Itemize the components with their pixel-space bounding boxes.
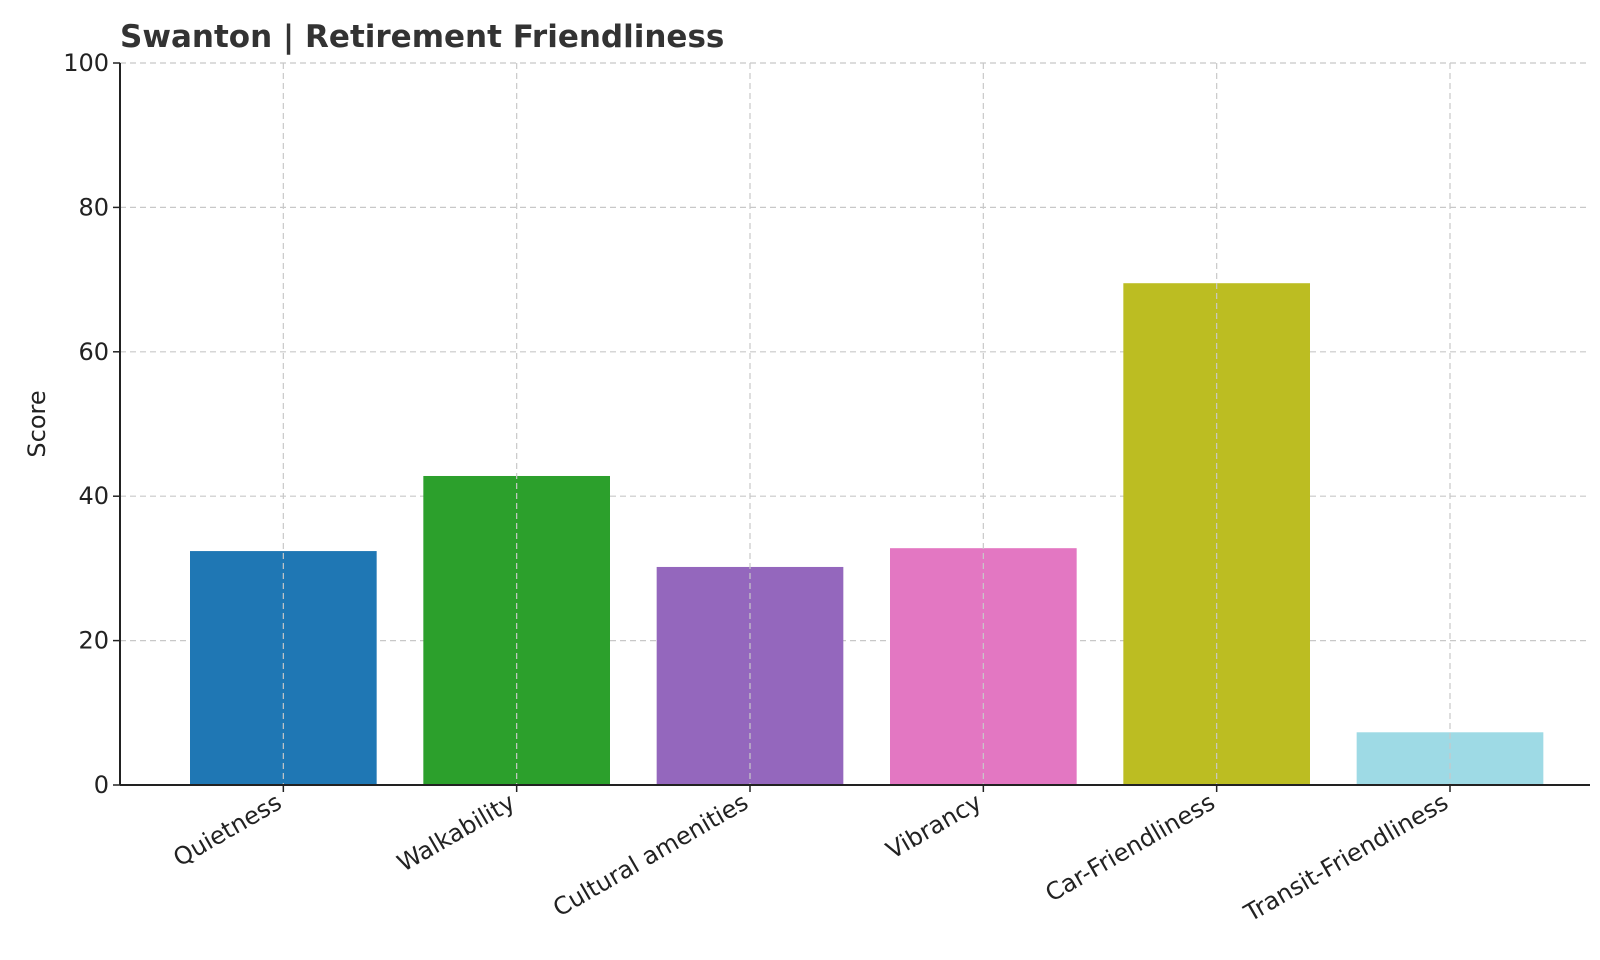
x-tick-label: Vibrancy xyxy=(881,788,986,865)
x-tick-label: Cultural amenities xyxy=(548,788,753,922)
y-tick-label: 20 xyxy=(78,627,109,655)
x-tick-label: Quietness xyxy=(168,788,286,872)
y-tick-label: 0 xyxy=(94,771,109,799)
x-tick-label: Walkability xyxy=(393,788,520,878)
x-tick-label: Transit-Friendliness xyxy=(1239,788,1453,928)
axes-layer xyxy=(119,63,1590,786)
y-axis-label: Score xyxy=(23,390,51,457)
chart-title: Swanton | Retirement Friendliness xyxy=(120,19,724,55)
grid-layer xyxy=(120,62,1590,642)
y-tick-label: 60 xyxy=(78,338,109,366)
y-tick-label: 40 xyxy=(78,482,109,510)
bars-layer xyxy=(190,283,1544,785)
x-tick-label: Car-Friendliness xyxy=(1041,788,1220,908)
y-tick-label: 80 xyxy=(78,193,109,221)
y-tick-label: 100 xyxy=(63,49,109,77)
vertical-grid-layer xyxy=(282,63,1451,785)
